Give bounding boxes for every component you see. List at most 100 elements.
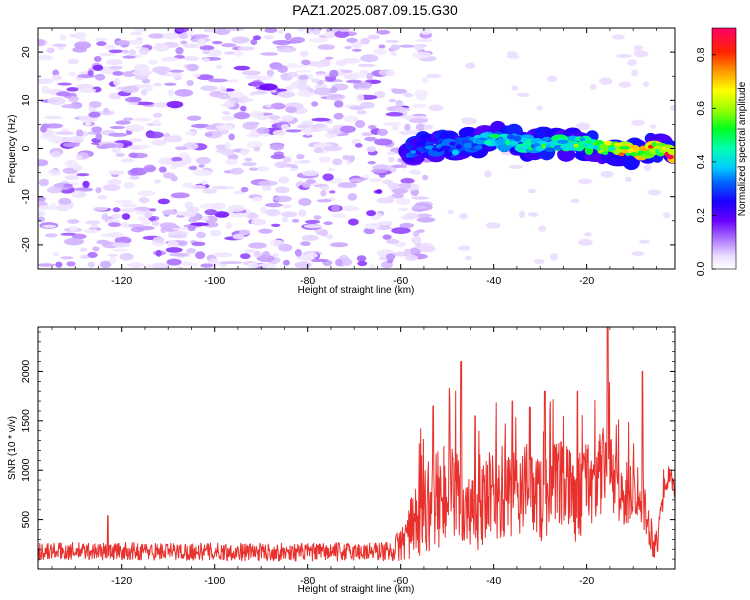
heatmap-cell xyxy=(95,187,102,194)
heatmap-cell xyxy=(147,59,158,65)
heatmap-cell xyxy=(171,156,183,162)
heatmap-cell xyxy=(122,55,136,59)
heatmap-cell xyxy=(162,209,176,215)
heatmap-cell xyxy=(175,28,190,33)
heatmap-cell xyxy=(56,91,71,97)
heatmap-cell xyxy=(38,178,49,187)
heatmap-cell xyxy=(600,170,614,178)
heatmap-cell xyxy=(655,149,660,155)
heatmap-cell xyxy=(272,39,292,46)
heatmap-cell xyxy=(120,222,130,229)
heatmap-cell xyxy=(520,137,528,143)
heatmap-cell xyxy=(38,39,45,46)
heatmap-cell xyxy=(164,82,177,86)
heatmap-cell xyxy=(242,121,258,130)
heatmap-cell xyxy=(320,185,330,191)
heatmap-cell xyxy=(227,204,246,212)
heatmap-cell xyxy=(458,245,471,251)
heatmap-cell xyxy=(161,56,179,62)
heatmap-cells xyxy=(38,28,675,269)
heatmap-cell xyxy=(172,227,192,231)
heatmap-cell xyxy=(88,101,102,108)
heatmap-cell xyxy=(124,96,142,103)
heatmap-cell xyxy=(281,204,292,209)
snr-y-tick-label: 2000 xyxy=(20,360,32,384)
heatmap-cell xyxy=(368,178,383,183)
heatmap-cell xyxy=(614,142,623,146)
heatmap-cell xyxy=(240,148,249,156)
heatmap-cell xyxy=(298,198,312,206)
heatmap-cell xyxy=(342,154,351,161)
heatmap-cell xyxy=(311,101,319,107)
heatmap-cell xyxy=(509,140,519,146)
heatmap-cell xyxy=(59,34,67,41)
heatmap-cell xyxy=(625,152,631,156)
heatmap-cell xyxy=(155,249,162,257)
heatmap-cell xyxy=(248,167,259,171)
heatmap-cell xyxy=(633,49,644,55)
heatmap-cell xyxy=(361,132,373,137)
heatmap-cell xyxy=(199,45,215,51)
heatmap-cell xyxy=(533,258,545,265)
heatmap-cell xyxy=(108,253,118,257)
heatmap-cell xyxy=(301,90,312,98)
heatmap-cell xyxy=(386,151,396,155)
heatmap-cell xyxy=(363,174,370,179)
heatmap-cell xyxy=(38,263,56,267)
heatmap-cell xyxy=(463,142,474,148)
heatmap-cell xyxy=(238,96,248,104)
heatmap-cell xyxy=(191,263,198,267)
heatmap-cell xyxy=(138,216,147,221)
heatmap-cell xyxy=(611,34,626,40)
heatmap-cell xyxy=(655,142,667,147)
heatmap-cell xyxy=(248,81,265,86)
heatmap-cell xyxy=(188,165,198,171)
heatmap-cell xyxy=(74,41,92,50)
heatmap-cell xyxy=(340,205,360,212)
heatmap-cell xyxy=(247,262,259,269)
heatmap-cell xyxy=(254,75,274,81)
heatmap-cell xyxy=(224,51,236,55)
heatmap-cell xyxy=(474,145,483,150)
heatmap-cell xyxy=(230,167,244,175)
heatmap-cell xyxy=(488,133,501,139)
heatmap-cell xyxy=(373,47,387,56)
heatmap-cell xyxy=(186,115,202,121)
heatmap-cell xyxy=(324,132,338,139)
heatmap-cell xyxy=(618,152,625,157)
heatmap-cell xyxy=(167,88,175,97)
heatmap-cell xyxy=(246,141,263,149)
heatmap-cell xyxy=(369,263,376,269)
heatmap-cell xyxy=(195,156,211,165)
heatmap-cell xyxy=(202,57,210,63)
heatmap-cell xyxy=(459,213,469,220)
heatmap-cell xyxy=(84,120,91,127)
heatmap-cell xyxy=(607,147,617,151)
heatmap-cell xyxy=(342,57,361,64)
heatmap-cell xyxy=(153,179,161,184)
snr-x-tick-label: -80 xyxy=(300,575,315,587)
heatmap-cell xyxy=(225,28,246,32)
heatmap-cell xyxy=(122,71,135,77)
heatmap-cell xyxy=(51,74,62,81)
heatmap-cell xyxy=(153,112,163,118)
heatmap-cell xyxy=(329,242,349,248)
heatmap-cell xyxy=(352,48,362,52)
heatmap-cell xyxy=(524,144,530,150)
heatmap-cell xyxy=(415,123,426,131)
heatmap-cell xyxy=(313,215,322,220)
heatmap-cell xyxy=(499,133,510,138)
heatmap-cell xyxy=(192,169,213,177)
heatmap-cell xyxy=(527,212,539,217)
heatmap-cell xyxy=(215,64,223,70)
heatmap-cell xyxy=(134,101,154,106)
heatmap-cell xyxy=(423,124,434,130)
heatmap-cell xyxy=(144,212,153,218)
heatmap-cell xyxy=(80,254,89,259)
heatmap-cell xyxy=(421,76,429,84)
heatmap-cell xyxy=(171,160,188,167)
heatmap-cell xyxy=(616,53,632,59)
heatmap-cell xyxy=(391,188,409,195)
heatmap-cell xyxy=(420,28,432,35)
heatmap-cell xyxy=(329,86,338,94)
